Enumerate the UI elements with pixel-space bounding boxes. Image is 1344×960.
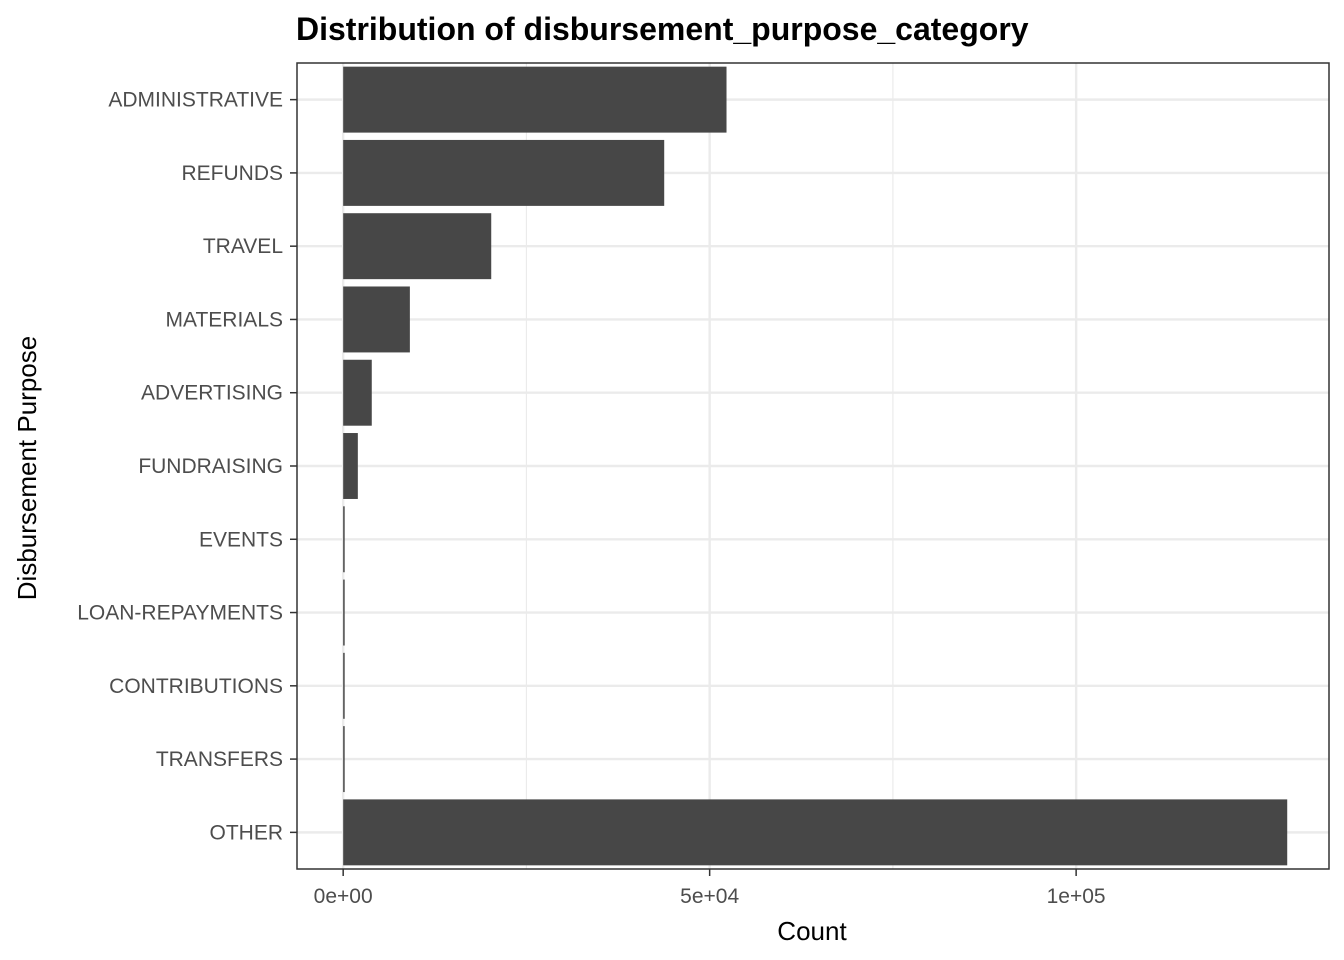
x-axis: 0e+00 5e+04 1e+05 (314, 869, 1106, 908)
bar (343, 433, 358, 499)
bar (343, 66, 727, 133)
x-tick-label: 5e+04 (680, 885, 739, 908)
bar (343, 579, 345, 646)
y-axis: ADMINISTRATIVE REFUNDS TRAVEL MATERIALS ADVE… (77, 89, 297, 844)
bar (343, 359, 372, 426)
y-tick-label: ADVERTISING (141, 382, 283, 405)
bar (343, 139, 665, 206)
bars (343, 66, 1288, 866)
y-tick-label: REFUNDS (181, 162, 283, 185)
bar (343, 652, 345, 719)
y-tick-label: LOAN-REPAYMENTS (77, 602, 283, 625)
x-tick-label: 1e+05 (1047, 885, 1106, 908)
chart-title: Distribution of disbursement_purpose_cat… (296, 11, 1029, 47)
y-tick-label: TRAVEL (203, 235, 283, 258)
y-tick-label: FUNDRAISING (138, 455, 283, 478)
x-tick-label: 0e+00 (314, 885, 373, 908)
bar (343, 726, 345, 793)
bar (343, 286, 410, 353)
y-tick-label: MATERIALS (166, 308, 283, 331)
x-axis-title: Count (777, 916, 847, 946)
y-tick-label: CONTRIBUTIONS (109, 675, 283, 698)
y-axis-title: Disbursement Purpose (12, 336, 42, 600)
y-tick-label: OTHER (210, 821, 284, 844)
bar (343, 506, 345, 573)
bar (343, 799, 1288, 866)
y-tick-label: EVENTS (199, 528, 283, 551)
y-tick-label: TRANSFERS (156, 748, 283, 771)
y-tick-label: ADMINISTRATIVE (108, 89, 283, 112)
bar (343, 213, 492, 280)
